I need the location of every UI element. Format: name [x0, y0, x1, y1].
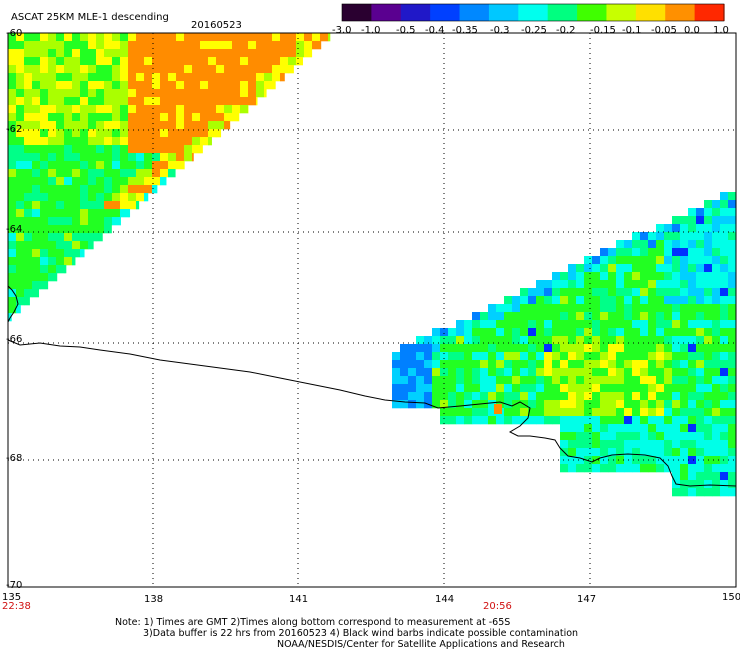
- colorbar-tick-label: 1.0: [713, 25, 729, 36]
- lon-label: 141: [289, 594, 309, 605]
- lon-label: 138: [144, 594, 164, 605]
- footnote-line-1: Note: 1) Times are GMT 2)Times along bot…: [115, 617, 511, 628]
- lat-label: -62: [6, 124, 23, 135]
- colorbar-swatch: [606, 4, 637, 21]
- time-label: 20:56: [483, 601, 512, 612]
- lat-label: -66: [6, 334, 23, 345]
- colorbar-swatch: [488, 4, 519, 21]
- header-date: 20160523: [191, 20, 242, 31]
- header-title: ASCAT 25KM MLE-1 descending: [11, 12, 169, 23]
- colorbar-swatch: [547, 4, 578, 21]
- colorbar-tick-label: -0.05: [651, 25, 677, 36]
- swath-west: [8, 33, 331, 322]
- footnote-line-3: NOAA/NESDIS/Center for Satellite Applica…: [277, 639, 565, 650]
- colorbar-tick-label: -1.0: [361, 25, 381, 36]
- lon-label: 135: [2, 592, 22, 603]
- colorbar-tick-label: -3.0: [332, 25, 352, 36]
- colorbar-tick-label: -0.4: [425, 25, 445, 36]
- colorbar-swatch: [342, 4, 372, 21]
- antarctic-coastline: [7, 285, 737, 487]
- colorbar-swatch: [635, 4, 666, 21]
- map-frame: [7, 32, 737, 588]
- colorbar-swatch: [430, 4, 461, 21]
- lon-label: 144: [435, 594, 455, 605]
- colorbar-swatch: [459, 4, 490, 21]
- colorbar: [341, 3, 725, 22]
- footnote-line-2: 3)Data buffer is 22 hrs from 20160523 4)…: [143, 628, 579, 639]
- lat-label: -68: [6, 453, 23, 464]
- lat-label: -64: [6, 224, 23, 235]
- colorbar-swatch: [665, 4, 696, 21]
- colorbar-swatch: [400, 4, 431, 21]
- colorbar-tick-label: -0.3: [490, 25, 510, 36]
- colorbar-tick-label: -0.25: [521, 25, 547, 36]
- colorbar-tick-label: -0.35: [452, 25, 478, 36]
- lat-label: -60: [6, 28, 23, 39]
- lon-label: 147: [577, 594, 597, 605]
- colorbar-swatch: [371, 4, 402, 21]
- colorbar-tick-label: -0.2: [556, 25, 576, 36]
- colorbar-swatch: [577, 4, 608, 21]
- colorbar-tick-label: -0.1: [622, 25, 642, 36]
- colorbar-frame: [341, 3, 725, 22]
- colorbar-swatch: [518, 4, 549, 21]
- swath-east: [392, 192, 737, 497]
- colorbar-swatch: [694, 4, 725, 21]
- colorbar-tick-label: -0.15: [590, 25, 616, 36]
- colorbar-tick-label: 0.0: [684, 25, 700, 36]
- time-label: 22:38: [2, 601, 31, 612]
- lon-label: 150: [722, 592, 740, 603]
- colorbar-tick-label: -0.5: [396, 25, 416, 36]
- lat-label: -70: [6, 580, 23, 591]
